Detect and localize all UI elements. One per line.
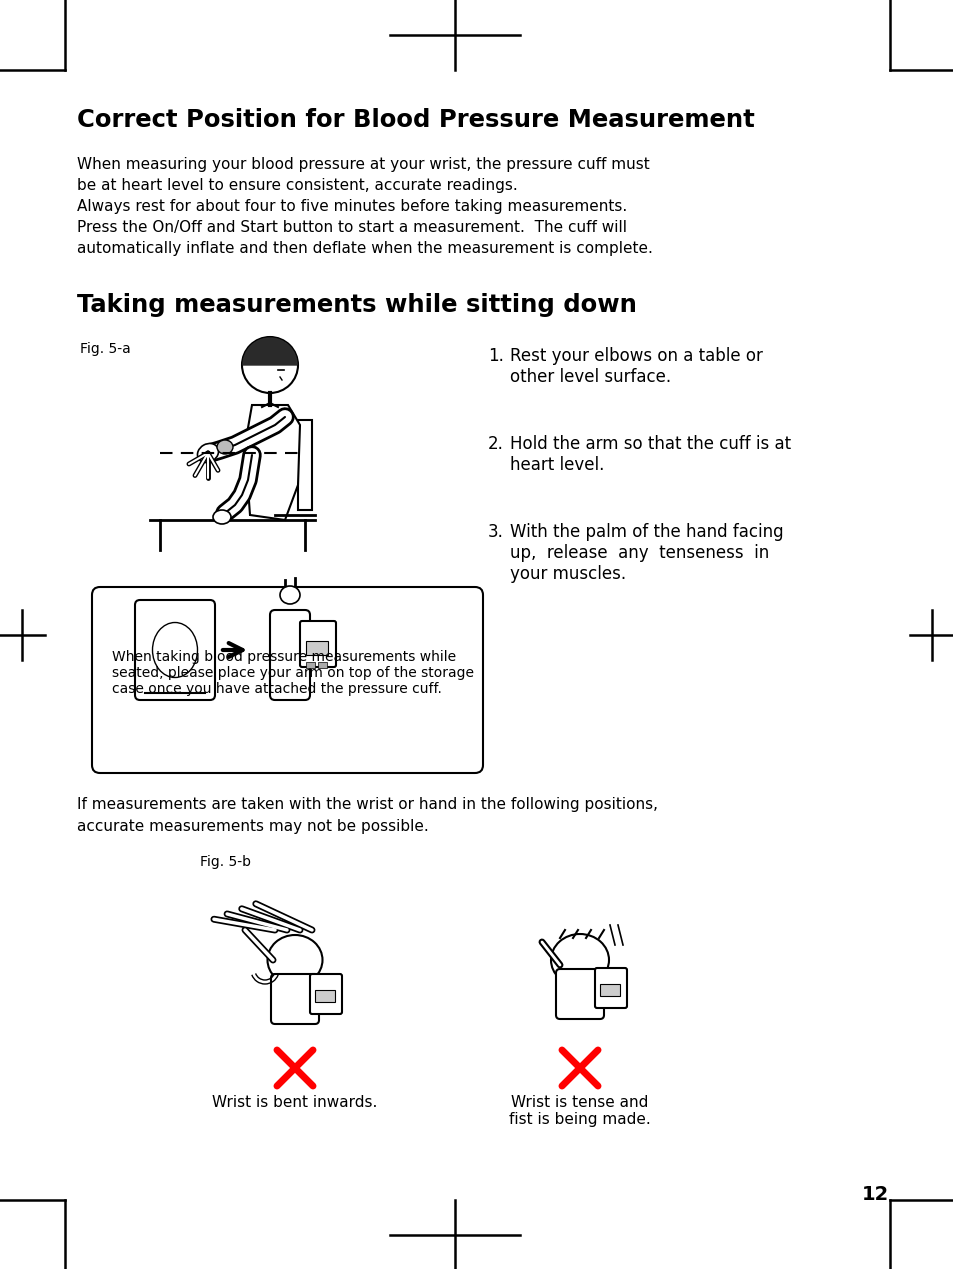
Text: Fig. 5-b: Fig. 5-b <box>200 855 251 869</box>
Text: 1.: 1. <box>488 346 503 365</box>
Text: 12: 12 <box>861 1185 887 1204</box>
Bar <box>306 662 314 667</box>
Text: Fig. 5-a: Fig. 5-a <box>80 343 131 357</box>
Text: Rest your elbows on a table or
other level surface.: Rest your elbows on a table or other lev… <box>510 346 762 386</box>
Text: When measuring your blood pressure at your wrist, the pressure cuff must: When measuring your blood pressure at yo… <box>77 157 649 173</box>
Bar <box>314 990 335 1003</box>
Text: Wrist is tense and
fist is being made.: Wrist is tense and fist is being made. <box>509 1095 650 1127</box>
Text: Correct Position for Blood Pressure Measurement: Correct Position for Blood Pressure Meas… <box>77 108 754 132</box>
Bar <box>599 983 619 996</box>
Text: Always rest for about four to five minutes before taking measurements.: Always rest for about four to five minut… <box>77 199 626 214</box>
Bar <box>306 641 328 655</box>
Ellipse shape <box>267 935 322 985</box>
Bar <box>317 662 327 667</box>
FancyBboxPatch shape <box>299 621 335 667</box>
Polygon shape <box>245 405 299 520</box>
Text: 2.: 2. <box>488 435 503 453</box>
Ellipse shape <box>216 440 233 454</box>
Text: Press the On/Off and Start button to start a measurement.  The cuff will: Press the On/Off and Start button to sta… <box>77 220 626 235</box>
Ellipse shape <box>152 623 197 678</box>
Text: When taking blood pressure measurements while
seated, please place your arm on t: When taking blood pressure measurements … <box>112 650 474 697</box>
FancyBboxPatch shape <box>310 975 341 1014</box>
Text: With the palm of the hand facing
up,  release  any  tenseness  in
your muscles.: With the palm of the hand facing up, rel… <box>510 523 782 582</box>
Text: If measurements are taken with the wrist or hand in the following positions,: If measurements are taken with the wrist… <box>77 797 658 812</box>
Text: Wrist is bent inwards.: Wrist is bent inwards. <box>213 1095 377 1110</box>
Wedge shape <box>243 338 296 365</box>
Text: automatically inflate and then deflate when the measurement is complete.: automatically inflate and then deflate w… <box>77 241 652 256</box>
Polygon shape <box>297 420 312 510</box>
Text: be at heart level to ensure consistent, accurate readings.: be at heart level to ensure consistent, … <box>77 178 517 193</box>
FancyBboxPatch shape <box>91 588 482 773</box>
FancyBboxPatch shape <box>595 968 626 1008</box>
Text: 3.: 3. <box>488 523 503 541</box>
Ellipse shape <box>551 934 608 986</box>
Text: accurate measurements may not be possible.: accurate measurements may not be possibl… <box>77 819 428 834</box>
FancyBboxPatch shape <box>556 970 603 1019</box>
Circle shape <box>242 338 297 393</box>
FancyBboxPatch shape <box>270 610 310 700</box>
Ellipse shape <box>213 510 231 524</box>
Text: Taking measurements while sitting down: Taking measurements while sitting down <box>77 293 637 317</box>
Text: Hold the arm so that the cuff is at
heart level.: Hold the arm so that the cuff is at hear… <box>510 435 790 473</box>
Ellipse shape <box>280 586 299 604</box>
Ellipse shape <box>197 443 218 462</box>
FancyBboxPatch shape <box>135 600 214 700</box>
FancyBboxPatch shape <box>271 975 318 1024</box>
